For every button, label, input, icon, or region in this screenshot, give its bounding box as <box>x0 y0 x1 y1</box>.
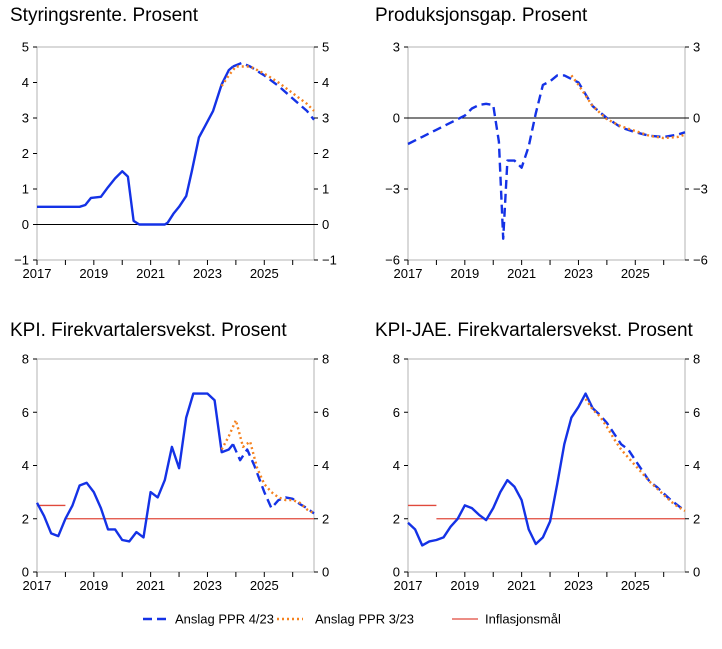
y-tick-label-left: 3 <box>22 111 29 126</box>
plot-frame <box>36 358 315 573</box>
y-tick-label-left: 4 <box>22 75 29 90</box>
x-tick-label: 2023 <box>564 266 593 281</box>
x-tick-label: 2025 <box>621 578 650 593</box>
y-tick-label-left: 0 <box>22 565 29 580</box>
y-tick-label-left: 8 <box>22 352 29 367</box>
y-tick-label-right: −6 <box>693 253 708 268</box>
y-tick-label-right: 4 <box>693 458 700 473</box>
y-tick-label-left: 4 <box>393 458 400 473</box>
y-tick-label-right: 0 <box>322 565 329 580</box>
x-tick-label: 2019 <box>79 266 108 281</box>
y-tick-label-left: 6 <box>393 405 400 420</box>
y-tick-label-left: −6 <box>385 253 400 268</box>
legend-item: Anslag PPR 3/23 <box>277 612 414 627</box>
y-tick-label-right: 4 <box>322 458 329 473</box>
y-tick-label-left: 2 <box>393 511 400 526</box>
x-tick-label: 2019 <box>450 266 479 281</box>
y-tick-label-right: 4 <box>322 75 329 90</box>
x-tick-label: 2021 <box>507 578 536 593</box>
x-tick-label: 2025 <box>250 266 279 281</box>
y-tick-label-left: 2 <box>22 146 29 161</box>
y-tick-label-left: 6 <box>22 405 29 420</box>
y-tick-label-right: −3 <box>693 182 708 197</box>
x-tick-label: 2023 <box>193 578 222 593</box>
x-tick-label: 2025 <box>621 266 650 281</box>
y-tick-label-left: 3 <box>393 40 400 55</box>
x-tick-label: 2019 <box>450 578 479 593</box>
x-tick-label: 2017 <box>394 266 423 281</box>
y-tick-label-right: 3 <box>322 111 329 126</box>
y-tick-label-right: 1 <box>322 182 329 197</box>
x-tick-label: 2021 <box>507 266 536 281</box>
y-tick-label-right: 8 <box>693 352 700 367</box>
y-tick-label-right: 0 <box>693 565 700 580</box>
y-tick-label-right: 8 <box>322 352 329 367</box>
y-tick-label-right: 5 <box>322 40 329 55</box>
x-tick-label: 2017 <box>23 266 52 281</box>
y-tick-label-left: −1 <box>14 253 29 268</box>
series-line-dotted <box>570 74 686 140</box>
legend-item: Inflasjonsmål <box>452 612 561 627</box>
series-line-solid <box>407 392 594 547</box>
legend: Anslag PPR 4/23 Anslag PPR 3/23 Inflasjons… <box>143 612 561 627</box>
y-tick-label-right: 2 <box>693 511 700 526</box>
y-tick-label-right: 2 <box>322 146 329 161</box>
x-tick-label: 2023 <box>193 266 222 281</box>
plot-frame <box>36 46 315 261</box>
chart-title: Produksjonsgap. Prosent <box>375 5 588 26</box>
y-tick-label-left: 0 <box>393 111 400 126</box>
y-tick-label-left: 5 <box>22 40 29 55</box>
y-tick-label-right: 0 <box>693 111 700 126</box>
chart-panel-4: KPI-JAE. Firekvartalersvekst. Prosent 8 8 6… <box>375 320 700 593</box>
series-line-dashed <box>232 61 315 121</box>
legend-item: Anslag PPR 4/23 <box>143 612 274 627</box>
y-tick-label-left: 2 <box>22 511 29 526</box>
x-tick-label: 2021 <box>136 578 165 593</box>
y-tick-label-right: 6 <box>322 405 329 420</box>
plot-frame <box>407 46 686 261</box>
y-tick-label-left: 8 <box>393 352 400 367</box>
chart-title: Styringsrente. Prosent <box>10 5 199 26</box>
legend-label: Anslag PPR 4/23 <box>175 612 274 627</box>
chart-panel-3: KPI. Firekvartalersvekst. Prosent 8 8 6 6 4 4 2… <box>10 320 329 593</box>
y-tick-label-left: 0 <box>22 217 29 232</box>
plot-frame <box>407 358 686 573</box>
series-line-dashed <box>407 74 686 240</box>
series-line-solid <box>37 65 234 226</box>
x-tick-label: 2017 <box>394 578 423 593</box>
legend-label: Inflasjonsmål <box>485 612 561 627</box>
y-tick-label-right: 6 <box>693 405 700 420</box>
series-line-dotted <box>584 398 686 512</box>
series-line-dotted <box>220 65 315 112</box>
x-tick-label: 2025 <box>250 578 279 593</box>
series-line-dashed <box>591 407 686 512</box>
y-tick-label-left: 0 <box>393 565 400 580</box>
y-tick-label-left: −3 <box>385 182 400 197</box>
y-tick-label-right: 3 <box>693 40 700 55</box>
x-tick-label: 2023 <box>564 578 593 593</box>
y-tick-label-right: −1 <box>322 253 337 268</box>
chart-title: KPI. Firekvartalersvekst. Prosent <box>10 320 287 341</box>
y-tick-label-left: 4 <box>22 458 29 473</box>
x-tick-label: 2019 <box>79 578 108 593</box>
series-line-solid <box>35 392 234 543</box>
chart-title: KPI-JAE. Firekvartalersvekst. Prosent <box>375 320 694 341</box>
y-tick-label-right: 0 <box>322 217 329 232</box>
x-tick-label: 2021 <box>136 266 165 281</box>
y-tick-label-right: 2 <box>322 511 329 526</box>
series-line-dashed <box>231 443 315 515</box>
legend-label: Anslag PPR 3/23 <box>315 612 414 627</box>
x-tick-label: 2017 <box>23 578 52 593</box>
y-tick-label-left: 1 <box>22 182 29 197</box>
